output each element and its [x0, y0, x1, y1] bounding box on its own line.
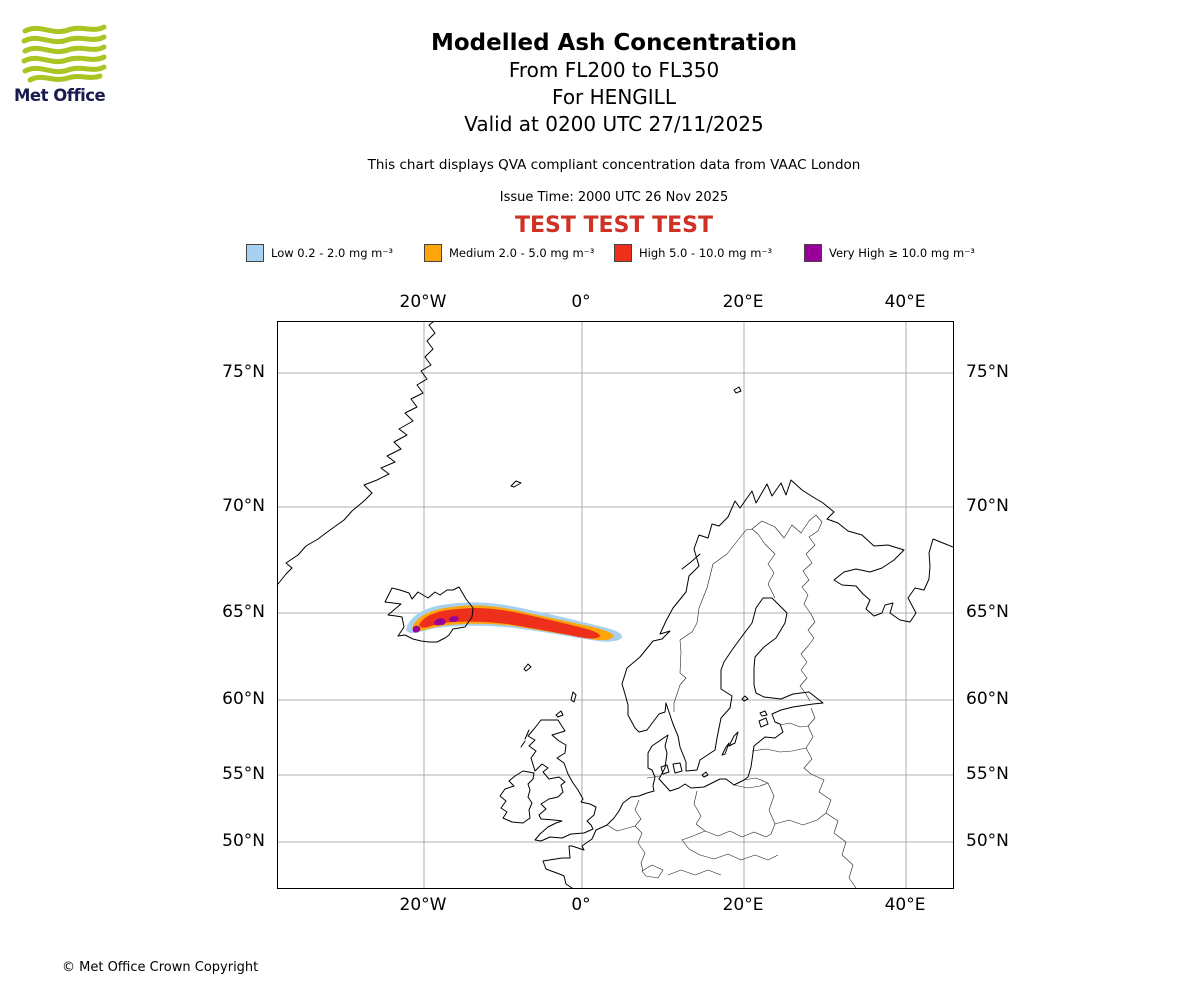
orkney-coastline	[555, 710, 564, 718]
funen-coastline	[660, 764, 670, 775]
legend-item-very-high: Very High ≥ 10.0 mg m⁻³	[804, 244, 975, 262]
faroe-islands-coastline	[523, 663, 532, 672]
logo-waves-icon	[21, 24, 107, 83]
lon-label-top: 20°W	[399, 292, 447, 312]
border-latvia-lithuania	[751, 747, 807, 753]
scandinavia-europe-coastline	[542, 479, 835, 888]
legend-item-medium: Medium 2.0 - 5.0 mg m⁻³	[424, 244, 594, 262]
ireland-coastline	[499, 770, 535, 824]
lon-label-bottom: 20°W	[399, 895, 447, 915]
border-estonia-russia	[807, 707, 816, 727]
lat-label-right: 50°N	[966, 831, 1009, 851]
hebrides-coastline	[520, 729, 530, 748]
border-sweden-finland	[745, 528, 776, 599]
shetland-coastline	[570, 691, 577, 703]
lat-label-left: 75°N	[222, 362, 265, 382]
ash-plume-high	[419, 607, 600, 639]
lat-label-right: 60°N	[966, 689, 1009, 709]
legend-label-very-high: Very High ≥ 10.0 mg m⁻³	[829, 246, 975, 260]
country-borders	[606, 514, 857, 888]
lat-label-right: 65°N	[966, 602, 1009, 622]
aland-coastline	[741, 695, 749, 702]
legend-swatch-high	[614, 244, 632, 262]
border-switzerland	[641, 864, 664, 879]
copyright-notice: © Met Office Crown Copyright	[62, 960, 259, 975]
border-alps	[667, 869, 722, 876]
lat-label-left: 65°N	[222, 602, 265, 622]
lon-label-bottom: 20°E	[722, 895, 764, 915]
great-britain-coastline	[527, 719, 597, 842]
qva-description: This chart displays QVA compliant concen…	[367, 157, 861, 173]
border-germany-czech	[681, 830, 706, 856]
border-latvia-russia	[805, 725, 814, 749]
test-banner: TEST TEST TEST	[515, 213, 713, 238]
border-czech-austria-slovakia	[699, 853, 779, 861]
border-norway-sweden	[673, 529, 747, 712]
grid-lines	[278, 322, 953, 888]
coastlines	[278, 322, 953, 888]
lat-label-left: 70°N	[222, 496, 265, 516]
legend-label-low: Low 0.2 - 2.0 mg m⁻³	[271, 246, 394, 260]
lofoten-coastline	[681, 553, 701, 570]
met-office-logo: Met Office	[14, 24, 114, 105]
chart-header: Modelled Ash Concentration From FL200 to…	[0, 30, 1200, 138]
border-germany-poland	[693, 790, 706, 832]
lon-label-bottom: 40°E	[884, 895, 926, 915]
lat-label-left: 60°N	[222, 689, 265, 709]
ash-plume	[406, 602, 623, 642]
oland-coastline	[721, 742, 730, 756]
issue-time: Issue Time: 2000 UTC 26 Nov 2025	[499, 190, 729, 205]
lat-label-left: 55°N	[222, 764, 265, 784]
chart-subtitle-valid-time: Valid at 0200 UTC 27/11/2025	[464, 112, 764, 136]
legend-swatch-medium	[424, 244, 442, 262]
border-norway-finland-russia	[751, 514, 823, 539]
lon-label-bottom: 0°	[571, 895, 591, 915]
bornholm-coastline	[701, 771, 709, 778]
border-finland-russia	[799, 530, 819, 702]
border-denmark-germany	[646, 775, 661, 779]
map-svg	[278, 322, 953, 888]
jan-mayen-coastline	[510, 480, 522, 488]
border-netherlands-germany	[634, 799, 642, 827]
legend-item-low: Low 0.2 - 2.0 mg m⁻³	[246, 244, 393, 262]
lon-label-top: 20°E	[722, 292, 764, 312]
lon-label-top: 0°	[571, 292, 591, 312]
lat-label-right: 75°N	[966, 362, 1009, 382]
border-germany-france	[634, 825, 646, 872]
lat-label-left: 50°N	[222, 831, 265, 851]
lon-label-top: 40°E	[884, 292, 926, 312]
iceland-coastline	[384, 586, 474, 643]
logo-text: Met Office	[14, 86, 106, 105]
border-lithuania-belarus	[803, 747, 813, 775]
legend-label-medium: Medium 2.0 - 5.0 mg m⁻³	[449, 246, 595, 260]
border-belarus-russia	[810, 773, 832, 814]
gotland-coastline	[728, 731, 739, 747]
zealand-coastline	[672, 762, 683, 774]
chart-subtitle-volcano: For HENGILL	[552, 85, 676, 109]
border-belarus-ukraine	[774, 812, 827, 826]
map-frame	[277, 321, 954, 889]
legend-swatch-very-high	[804, 244, 822, 262]
border-poland-czech	[704, 830, 772, 838]
legend-item-high: High 5.0 - 10.0 mg m⁻³	[614, 244, 772, 262]
kola-white-sea-coastline	[826, 511, 953, 623]
border-france-belgium	[606, 824, 636, 832]
hiiumaa-coastline	[759, 710, 768, 717]
border-estonia-latvia	[779, 722, 809, 728]
legend-label-high: High 5.0 - 10.0 mg m⁻³	[639, 246, 773, 260]
lat-label-right: 55°N	[966, 764, 1009, 784]
greenland-coastline	[278, 322, 436, 585]
chart-subtitle-flight-levels: From FL200 to FL350	[508, 58, 720, 82]
border-kaliningrad	[733, 777, 769, 789]
border-russia-ukraine	[825, 812, 857, 888]
border-poland-east	[767, 782, 776, 835]
legend-swatch-low	[246, 244, 264, 262]
saaremaa-coastline	[758, 717, 769, 728]
lat-label-right: 70°N	[966, 496, 1009, 516]
chart-title: Modelled Ash Concentration	[430, 30, 798, 56]
bear-island-coastline	[733, 386, 742, 394]
ash-plume-very-high	[412, 615, 459, 633]
